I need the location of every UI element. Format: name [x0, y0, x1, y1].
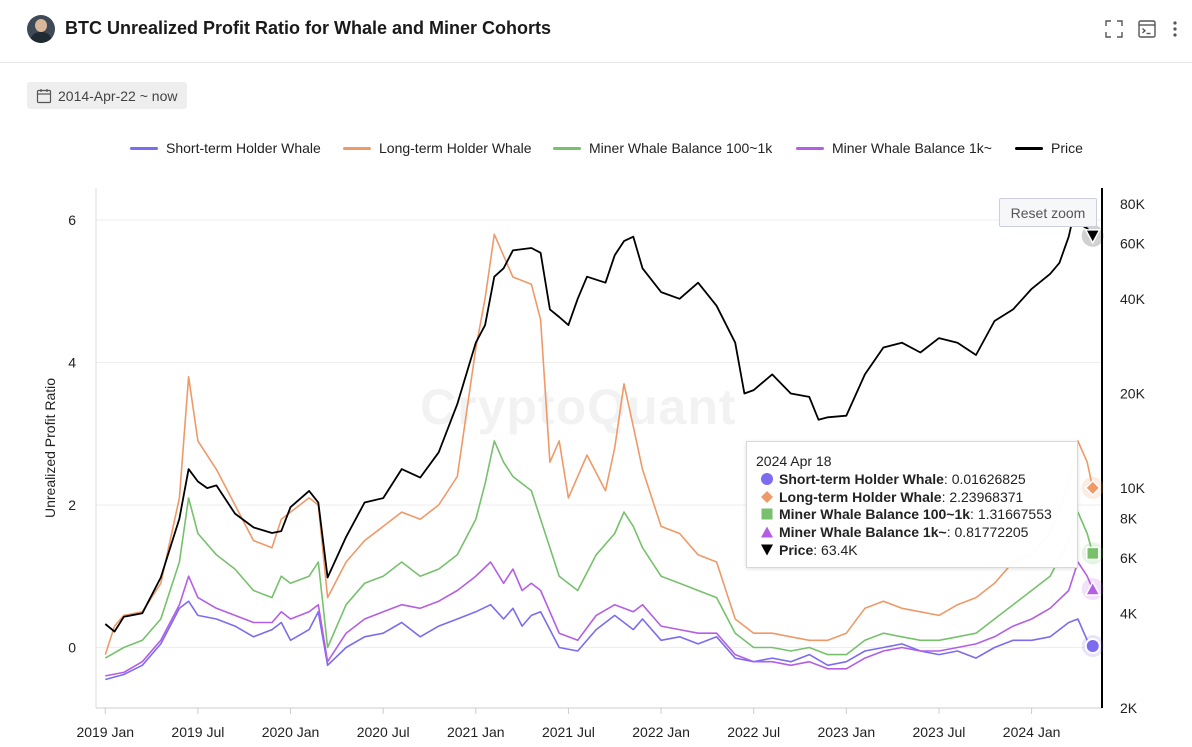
console-icon[interactable] — [1137, 19, 1157, 39]
x-tick-label: 2022 Jul — [727, 724, 780, 740]
series-line — [105, 561, 1094, 677]
legend-item-long-term-holder-whale[interactable]: Long-term Holder Whale — [343, 140, 532, 156]
tooltip-date: 2024 Apr 18 — [756, 453, 832, 469]
series-end-marker — [1084, 229, 1101, 245]
calendar-icon — [36, 88, 52, 103]
legend-swatch — [796, 146, 824, 150]
series-end-marker — [1085, 546, 1100, 561]
page-title: BTC Unrealized Profit Ratio for Whale an… — [65, 18, 552, 38]
x-tick-label: 2019 Jan — [76, 724, 134, 740]
expand-icon[interactable] — [1104, 19, 1124, 39]
chart-header: BTC Unrealized Profit Ratio for Whale an… — [0, 0, 1192, 63]
triangle-down-marker-icon — [761, 544, 773, 556]
legend-label: Miner Whale Balance 100~1k — [589, 140, 773, 156]
legend-swatch — [343, 146, 371, 150]
y2-tick-label: 6K — [1120, 550, 1138, 566]
x-tick-label: 2021 Jul — [542, 724, 595, 740]
tooltip-row: Price: 63.4K — [760, 542, 858, 558]
x-tick-label: 2023 Jan — [818, 724, 876, 740]
y2-tick-label: 8K — [1120, 511, 1138, 527]
tooltip-row: Miner Whale Balance 100~1k: 1.31667553 — [760, 506, 1052, 522]
x-tick-label: 2020 Jul — [357, 724, 410, 740]
y-tick-label: 0 — [68, 639, 76, 655]
x-tick-label: 2024 Jan — [1003, 724, 1061, 740]
x-tick-label: 2022 Jan — [632, 724, 690, 740]
y-tick-label: 2 — [68, 497, 76, 513]
y-tick-label: 6 — [68, 212, 76, 228]
legend-swatch — [553, 146, 581, 150]
legend-item-price[interactable]: Price — [1015, 140, 1083, 156]
circle-marker-icon — [761, 473, 773, 485]
tooltip-row: Short-term Holder Whale: 0.01626825 — [760, 471, 1026, 487]
diamond-marker-icon — [761, 491, 773, 503]
triangle-marker-icon — [761, 526, 773, 538]
chart-tooltip: 2024 Apr 18 Short-term Holder Whale: 0.0… — [746, 441, 1078, 568]
legend-item-short-term-holder-whale[interactable]: Short-term Holder Whale — [130, 140, 321, 156]
y-tick-label: 4 — [68, 355, 76, 371]
y-axis-title: Unrealized Profit Ratio — [42, 378, 58, 518]
x-tick-label: 2020 Jan — [262, 724, 320, 740]
series-end-marker — [1084, 638, 1101, 655]
series-end-marker — [1084, 479, 1101, 496]
series-line — [105, 600, 1094, 681]
chart-legend: Short-term Holder Whale Long-term Holder… — [0, 140, 1192, 160]
y2-tick-label: 60K — [1120, 235, 1146, 251]
y2-tick-label: 40K — [1120, 291, 1146, 307]
watermark: CryptoQuant — [420, 379, 737, 435]
legend-item-miner-whale-1k-plus[interactable]: Miner Whale Balance 1k~ — [796, 140, 992, 156]
legend-swatch — [130, 146, 158, 150]
legend-item-miner-whale-100-1k[interactable]: Miner Whale Balance 100~1k — [553, 140, 772, 156]
series-end-marker — [1084, 580, 1101, 596]
legend-label: Price — [1051, 140, 1083, 156]
date-range-selector[interactable]: 2014-Apr-22 ~ now — [27, 82, 188, 109]
x-tick-label: 2023 Jul — [912, 724, 965, 740]
y2-tick-label: 80K — [1120, 196, 1146, 212]
y2-tick-label: 4K — [1120, 605, 1138, 621]
legend-swatch — [1015, 146, 1043, 150]
x-tick-label: 2019 Jul — [171, 724, 224, 740]
y2-tick-label: 20K — [1120, 385, 1146, 401]
series-line — [104, 219, 1094, 633]
date-range-label: 2014-Apr-22 ~ now — [58, 87, 178, 104]
y2-tick-label: 2K — [1120, 700, 1138, 716]
legend-label: Miner Whale Balance 1k~ — [832, 140, 992, 156]
reset-zoom-button[interactable]: Reset zoom — [999, 198, 1097, 227]
legend-label: Short-term Holder Whale — [166, 140, 321, 156]
x-tick-label: 2021 Jan — [447, 724, 505, 740]
series-line — [104, 233, 1094, 655]
tooltip-row: Miner Whale Balance 1k~: 0.81772205 — [760, 524, 1028, 540]
legend-label: Long-term Holder Whale — [379, 140, 532, 156]
y2-tick-label: 10K — [1120, 480, 1146, 496]
more-vertical-icon[interactable] — [1170, 19, 1180, 39]
tooltip-row: Long-term Holder Whale: 2.23968371 — [760, 489, 1023, 505]
square-marker-icon — [761, 508, 773, 520]
avatar[interactable] — [27, 15, 55, 43]
series-line — [104, 440, 1094, 659]
